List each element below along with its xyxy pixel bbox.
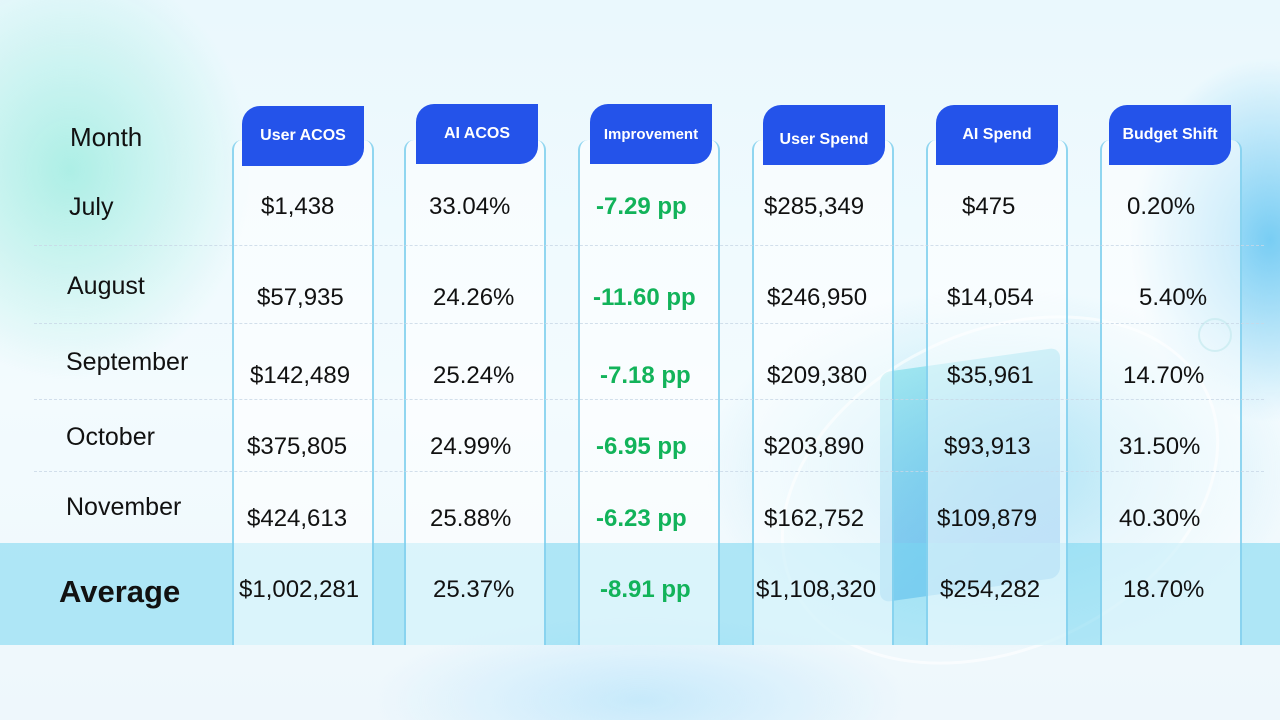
row-divider [34,323,1264,324]
cell-improvement: -6.23 pp [596,505,687,532]
month-july: July [69,193,114,221]
cell-ai-acos: 33.04% [429,193,511,220]
cell-budget-shift: 40.30% [1119,505,1201,532]
header-improvement: Improvement [590,104,712,164]
row-divider [34,471,1264,472]
cell-user-spend: $246,950 [767,284,868,311]
cell-user-acos: $424,613 [247,505,348,532]
cell-budget-shift: 0.20% [1127,193,1196,220]
header-ai-spend: AI Spend [936,105,1058,165]
column-panel-budget-shift [1100,140,1242,645]
cell-improvement: -6.95 pp [596,433,687,460]
cell-user-spend: $209,380 [767,362,868,389]
column-panel-ai-acos [404,140,546,645]
cell-ai-acos: 24.99% [430,433,512,460]
cell-user-acos: $142,489 [250,362,351,389]
cell-budget-shift: 31.50% [1119,433,1201,460]
header-ai-acos: AI ACOS [416,104,538,164]
cell-improvement: -7.18 pp [600,362,691,389]
avg-budget-shift: 18.70% [1123,576,1205,603]
avg-ai-acos: 25.37% [433,576,515,603]
cell-ai-acos: 25.24% [433,362,515,389]
cell-user-acos: $57,935 [257,284,344,311]
avg-user-acos: $1,002,281 [239,576,360,603]
cell-ai-spend: $93,913 [944,433,1031,460]
column-panel-user-acos [232,140,374,645]
month-column-header: Month [70,122,143,152]
cell-improvement: -7.29 pp [596,193,687,220]
column-panel-improvement [578,140,720,645]
cell-improvement: -11.60 pp [593,284,696,311]
month-november: November [66,493,182,521]
cell-user-spend: $162,752 [764,505,865,532]
column-panel-ai-spend [926,140,1068,645]
cell-ai-spend: $35,961 [947,362,1034,389]
column-panel-user-spend [752,140,894,645]
cell-ai-acos: 25.88% [430,505,512,532]
cell-ai-spend: $475 [962,193,1016,220]
header-user-acos: User ACOS [242,106,364,166]
cell-user-spend: $203,890 [764,433,865,460]
average-label: Average [59,574,181,609]
month-october: October [66,423,155,451]
month-september: September [66,348,189,376]
cell-user-acos: $375,805 [247,433,348,460]
cell-budget-shift: 14.70% [1123,362,1205,389]
header-budget-shift: Budget Shift [1109,105,1231,165]
month-august: August [67,272,145,300]
avg-user-spend: $1,108,320 [756,576,877,603]
cell-budget-shift: 5.40% [1139,284,1208,311]
cell-ai-acos: 24.26% [433,284,515,311]
cell-ai-spend: $109,879 [937,505,1038,532]
row-divider [34,399,1264,400]
avg-improvement: -8.91 pp [600,576,691,603]
cell-user-acos: $1,438 [261,193,335,220]
avg-ai-spend: $254,282 [940,576,1041,603]
header-user-spend: User Spend [763,105,885,165]
cell-user-spend: $285,349 [764,193,865,220]
cell-ai-spend: $14,054 [947,284,1034,311]
row-divider [34,245,1264,246]
